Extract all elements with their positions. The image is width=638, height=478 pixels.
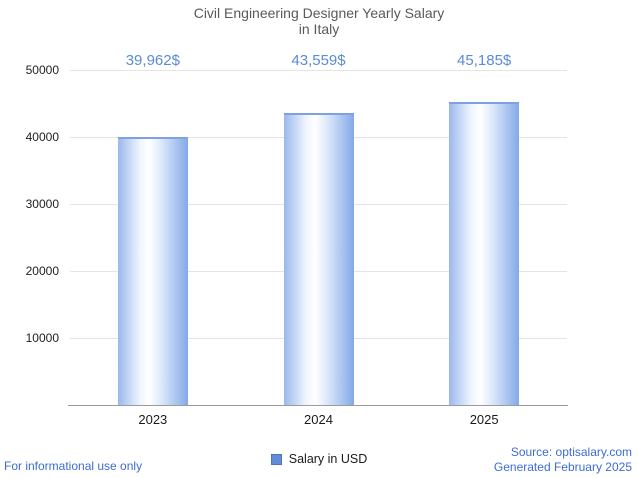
x-axis-line bbox=[68, 405, 568, 406]
bar-2024 bbox=[283, 113, 354, 405]
y-tick-label: 30000 bbox=[25, 197, 59, 211]
bar-2023 bbox=[117, 137, 188, 405]
chart-title-line1: Civil Engineering Designer Yearly Salary bbox=[193, 5, 445, 21]
gridline bbox=[70, 70, 567, 71]
legend-swatch-icon bbox=[270, 453, 282, 465]
disclaimer-text: For informational use only bbox=[4, 459, 143, 473]
x-tick-label: 2024 bbox=[304, 412, 333, 427]
x-axis-labels: 2023 2024 2025 bbox=[70, 412, 567, 430]
value-label: 43,559$ bbox=[291, 52, 346, 69]
chart-title: Civil Engineering Designer Yearly Salary… bbox=[0, 5, 638, 37]
legend: Salary in USD bbox=[0, 452, 638, 466]
x-tick-label: 2025 bbox=[469, 412, 499, 427]
source-block: Source: optisalary.com Generated Februar… bbox=[494, 445, 632, 475]
value-label: 45,185$ bbox=[457, 52, 512, 69]
bar-2025 bbox=[449, 102, 520, 405]
generated-date: Generated February 2025 bbox=[493, 460, 632, 474]
x-tick-label: 2023 bbox=[138, 412, 168, 427]
y-axis-labels: 10000 20000 30000 40000 50000 bbox=[0, 63, 64, 405]
value-labels: 39,962$ 43,559$ 45,185$ bbox=[70, 52, 567, 72]
chart-title-line2: in Italy bbox=[298, 21, 340, 37]
y-tick-label: 10000 bbox=[25, 331, 59, 345]
plot-area bbox=[70, 70, 567, 405]
y-tick-label: 40000 bbox=[25, 130, 59, 144]
legend-label: Salary in USD bbox=[288, 452, 368, 466]
source-link[interactable]: Source: optisalary.com bbox=[510, 445, 632, 459]
y-tick-label: 50000 bbox=[25, 63, 59, 77]
y-tick-label: 20000 bbox=[25, 264, 59, 278]
value-label: 39,962$ bbox=[125, 52, 180, 69]
